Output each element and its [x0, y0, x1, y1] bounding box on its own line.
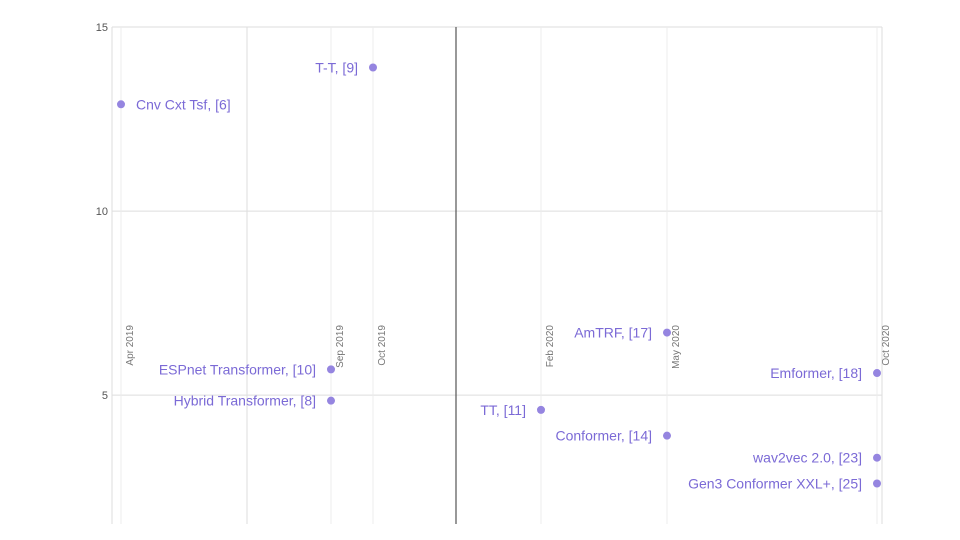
data-point — [369, 63, 377, 72]
y-tick-label: 5 — [102, 390, 108, 402]
data-point — [327, 365, 335, 374]
data-label: Cnv Cxt Tsf, [6] — [136, 96, 231, 112]
data-point — [873, 479, 881, 488]
y-tick-label: 10 — [96, 206, 108, 218]
data-point — [873, 453, 881, 462]
data-point — [537, 405, 545, 414]
data-point — [873, 369, 881, 378]
data-label: Hybrid Transformer, [8] — [174, 393, 316, 409]
x-tick-label: Sep 2019 — [335, 325, 346, 368]
data-label: TT, [11] — [480, 402, 526, 418]
data-label: wav2vec 2.0, [23] — [752, 450, 862, 466]
x-tick-label: Apr 2019 — [125, 325, 136, 366]
y-axis-tick-labels: 5 10 15 — [96, 22, 108, 402]
data-points: Cnv Cxt Tsf, [6] T-T, [9] ESPnet Transform… — [117, 59, 881, 492]
data-label: ESPnet Transformer, [10] — [159, 361, 316, 377]
data-label: AmTRF, [17] — [574, 325, 652, 341]
x-tick-label: Feb 2020 — [545, 325, 556, 368]
data-point — [663, 328, 671, 337]
y-tick-label: 15 — [96, 22, 108, 34]
x-axis-tick-labels: Apr 2019 Sep 2019 Oct 2019 Feb 2020 May 2020… — [125, 325, 892, 369]
x-tick-label: Oct 2020 — [881, 325, 892, 366]
x-tick-label: May 2020 — [671, 325, 682, 369]
data-label: Gen3 Conformer XXL+, [25] — [688, 476, 862, 492]
data-label: Conformer, [14] — [556, 428, 653, 444]
horizontal-gridlines — [112, 26, 882, 396]
data-label: Emformer, [18] — [770, 365, 862, 381]
data-point — [327, 396, 335, 405]
data-point — [117, 100, 125, 109]
vertical-gridlines — [111, 27, 883, 524]
x-tick-label: Oct 2019 — [377, 325, 388, 366]
data-label: T-T, [9] — [315, 59, 358, 75]
data-point — [663, 431, 671, 440]
